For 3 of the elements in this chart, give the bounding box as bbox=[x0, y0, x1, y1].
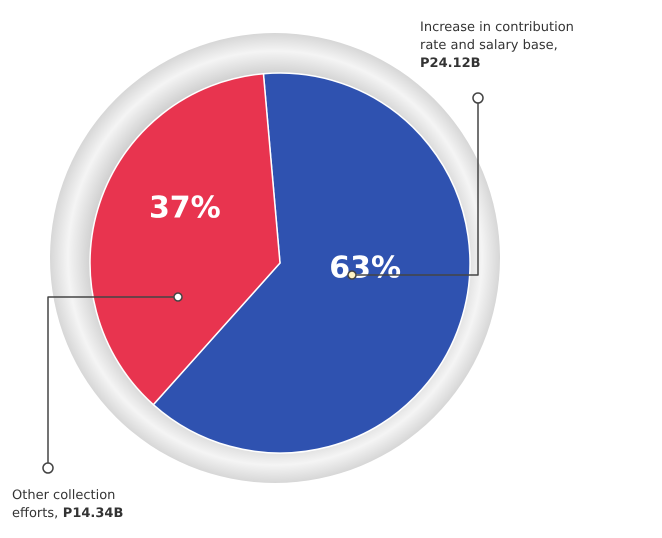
slice-label: Other collection efforts, P14.34B bbox=[12, 488, 124, 521]
category-label: Increase in contribution rate and salary base, P24.12B bbox=[420, 20, 574, 71]
data-label: 37% bbox=[148, 190, 221, 226]
